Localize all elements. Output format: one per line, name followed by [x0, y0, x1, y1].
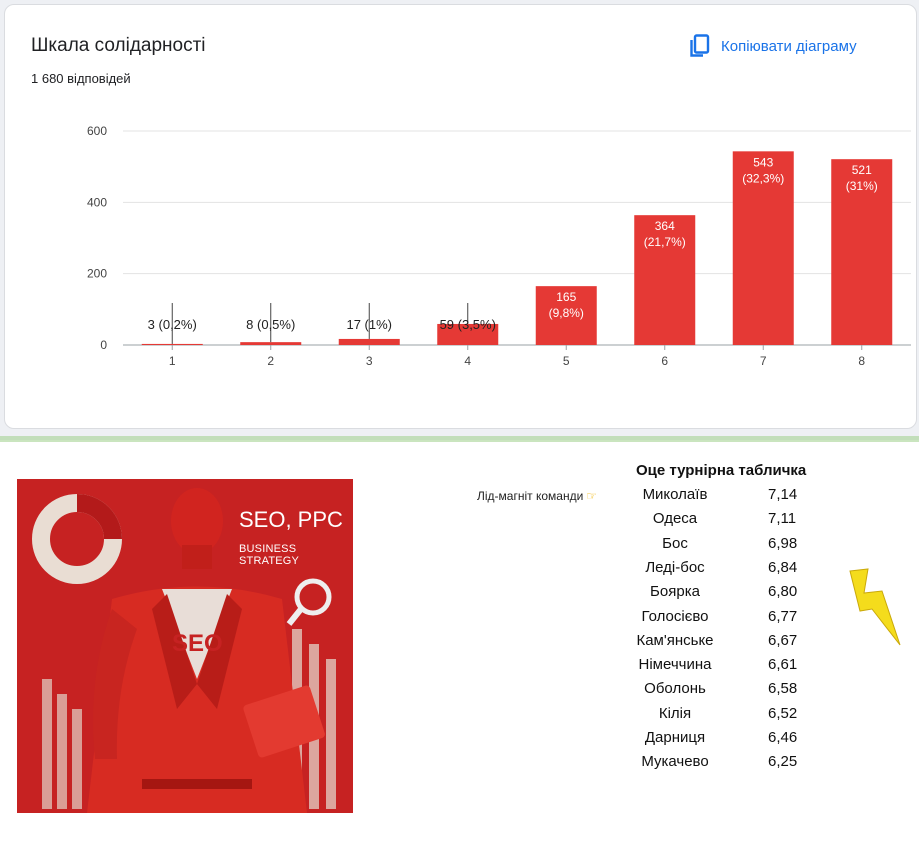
data-label: 364 (21,7%): [644, 219, 686, 249]
data-label: 521 (31%): [846, 163, 878, 193]
ranking-title: Оце турнірна табличка: [636, 462, 807, 479]
ranking-row: Оболонь 6,58: [600, 680, 830, 702]
ranking-score: 6,25: [768, 753, 798, 771]
ranking-row: Бос 6,98: [600, 535, 830, 557]
seo-ppc-poster: SEO SEO, PPC BUSINESS STRATEGY: [17, 479, 353, 813]
x-tick-label: 8: [858, 354, 865, 368]
copy-icon: [690, 34, 710, 57]
x-tick-label: 7: [760, 354, 767, 368]
ranking-row: Голосієво 6,77: [600, 608, 830, 630]
ranking-score: 6,61: [768, 656, 798, 674]
ranking-score: 6,77: [768, 607, 798, 625]
ranking-row: Кілія 6,52: [600, 705, 830, 727]
y-tick-label: 200: [87, 267, 107, 281]
pointing-hand-icon: ☞: [586, 489, 598, 503]
poster-headline: SEO, PPC: [239, 507, 343, 532]
ranking-score: 6,80: [768, 583, 798, 601]
poster-subline: BUSINESS STRATEGY: [239, 543, 300, 567]
bar: [535, 286, 597, 345]
chart-card: Шкала солідарності 1 680 відповідей Копі…: [4, 4, 917, 429]
x-tick-label: 4: [464, 354, 471, 368]
bar: [634, 215, 696, 345]
ranking-score: 7,14: [768, 486, 798, 503]
ranking-score: 6,46: [768, 729, 798, 746]
x-tick-label: 3: [366, 354, 373, 368]
ranking-row: Одеса 7,11: [600, 510, 830, 532]
bar: [141, 343, 203, 345]
bar: [338, 338, 400, 345]
bar-chart: 0 200 400 600 1 3 (0,2%) 2 8 (0,5%) 3 17 (1%) 4 59 …: [87, 124, 911, 368]
section-divider: [0, 436, 919, 442]
ranking-row: Леді-бос 6,84: [600, 559, 830, 581]
responses-count: 1 680 відповідей: [31, 71, 131, 86]
bar: [240, 342, 302, 345]
ranking-score: 6,98: [768, 534, 798, 552]
ranking-city: Одеса: [652, 510, 698, 528]
data-label: 8 (0,5%): [246, 317, 295, 332]
x-tick-label: 5: [563, 354, 570, 368]
chart-title: Шкала солідарності: [31, 35, 206, 56]
bar: [831, 159, 893, 345]
ranking-score: 6,67: [768, 631, 798, 649]
copy-chart-label: Копіювати діаграму: [721, 37, 857, 55]
x-tick-label: 6: [661, 354, 668, 368]
y-tick-label: 400: [87, 195, 107, 209]
poster-illustration: SEO: [17, 479, 353, 813]
ranking-city: Дарниця: [644, 729, 706, 746]
data-label: 165 (9,8%): [549, 290, 584, 320]
ranking-row: Мукачево 6,25: [600, 753, 830, 775]
ranking-city: Миколаїв: [642, 486, 708, 503]
poster-shirt-text: SEO: [172, 630, 223, 657]
ranking-city: Кам'янське: [636, 631, 714, 649]
x-tick-label: 1: [169, 354, 176, 368]
ranking-city: Боярка: [650, 583, 700, 601]
ranking-row: Миколаїв 7,14: [600, 486, 830, 508]
copy-chart-button[interactable]: Копіювати діаграму: [689, 31, 857, 61]
data-label: 543 (32,3%): [742, 155, 784, 185]
ranking-score: 7,11: [768, 510, 797, 528]
ranking-city: Кілія: [658, 704, 692, 722]
data-label: 3 (0,2%): [148, 317, 197, 332]
ranking-city: Леді-бос: [645, 558, 705, 576]
bar: [437, 323, 499, 345]
y-tick-label: 0: [100, 338, 107, 352]
lead-magnet-label: Лід-магніт команди: [477, 489, 584, 503]
lead-magnet-note: Лід-магніт команди ☞: [477, 489, 597, 503]
ranking-score: 6,58: [768, 680, 798, 698]
x-tick-label: 2: [267, 354, 274, 368]
ranking-score: 6,52: [768, 704, 798, 722]
ranking-city: Голосієво: [641, 607, 709, 625]
y-tick-label: 600: [87, 124, 107, 138]
ranking-city: Мукачево: [641, 753, 709, 771]
ranking-city: Оболонь: [644, 680, 706, 698]
lightning-icon: [849, 568, 901, 646]
ranking-row: Дарниця 6,46: [600, 729, 830, 751]
ranking-row: Кам'янське 6,67: [600, 632, 830, 654]
data-label: 17 (1%): [346, 317, 392, 332]
ranking-row: Німеччина 6,61: [600, 656, 830, 678]
ranking-row: Боярка 6,80: [600, 583, 830, 605]
data-label: 59 (3,5%): [440, 317, 496, 332]
bar: [732, 151, 794, 345]
ranking-city: Німеччина: [638, 656, 712, 674]
ranking-city: Бос: [662, 534, 688, 552]
ranking-score: 6,84: [768, 558, 798, 576]
